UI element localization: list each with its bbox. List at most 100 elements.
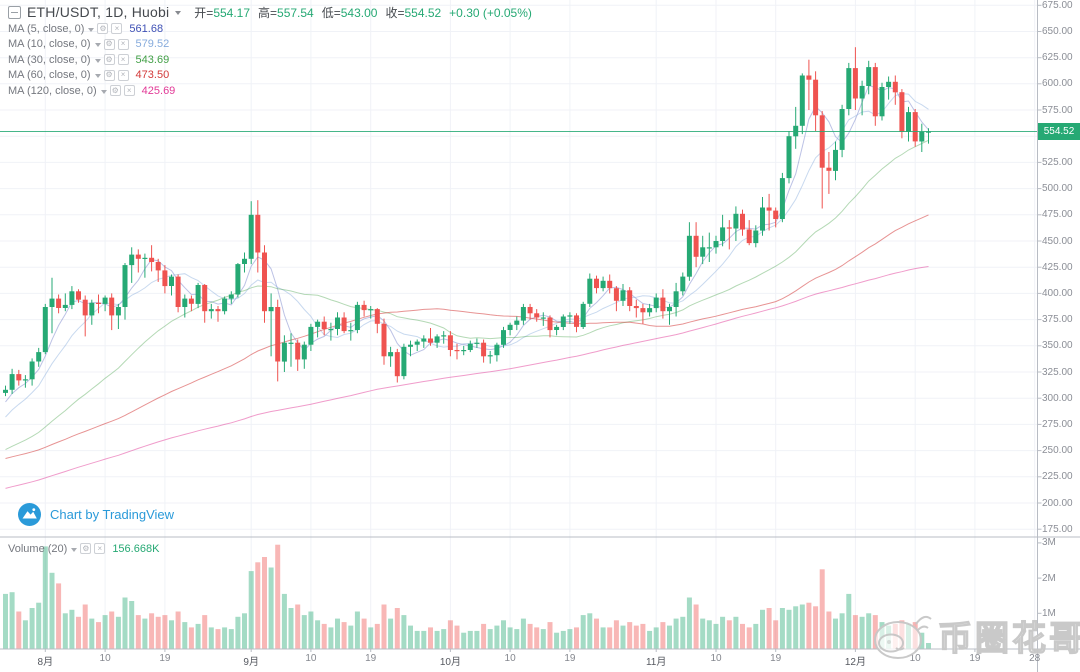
low-label: 低= (321, 5, 341, 20)
remove-close-icon[interactable]: × (117, 38, 129, 50)
remove-close-icon[interactable]: × (117, 54, 129, 66)
settings-gear-icon[interactable]: ⚙ (80, 543, 92, 555)
price-axis[interactable]: 675.00650.00625.00600.00575.00550.00525.… (1038, 0, 1080, 649)
legend: ETH/USDT, 1D, Huobi 开=554.17 高=557.54 低=54… (8, 3, 532, 99)
volume-indicator-row: Volume (20) ⚙ × 156.668K (8, 541, 159, 557)
chevron-down-icon[interactable] (94, 74, 101, 79)
remove-close-icon[interactable]: × (117, 69, 129, 81)
ma-label[interactable]: MA (60, close, 0) (8, 69, 91, 82)
open-label: 开= (194, 5, 214, 20)
chevron-down-icon[interactable] (94, 43, 101, 48)
ma-row: MA (5, close, 0) ⚙ × 561.68 (8, 21, 532, 37)
time-day-label: 10 (504, 653, 516, 664)
time-day-label: 10 (99, 653, 111, 664)
price-tick-label: 450.00 (1042, 235, 1073, 247)
remove-close-icon[interactable]: × (111, 23, 123, 35)
ma-label[interactable]: MA (10, close, 0) (8, 38, 91, 51)
collapse-panel-icon[interactable] (8, 5, 21, 19)
price-tick-label: 175.00 (1042, 523, 1073, 535)
ohlc-readout: 开=554.17 高=557.54 低=543.00 收=554.52 +0.30 (+… (192, 4, 532, 21)
price-tick-label: 575.00 (1042, 104, 1073, 116)
time-month-label: 9月 (243, 657, 259, 668)
time-day-label: 19 (770, 653, 782, 664)
ma-value: 425.69 (141, 84, 176, 97)
ma-value: 543.69 (135, 53, 170, 66)
remove-close-icon[interactable]: × (123, 85, 135, 97)
last-price-tag: 554.52 (1038, 123, 1080, 140)
volume-tick-label: 3M (1042, 537, 1056, 549)
price-tick-label: 400.00 (1042, 287, 1073, 299)
time-day-label: 10 (305, 653, 317, 664)
high-value: 557.54 (277, 5, 314, 20)
time-axis[interactable]: 8月 10 19 9月 10 19 10月 10 19 11月 10 19 12月 10 19 28 (0, 649, 1080, 672)
high-label: 高= (258, 5, 278, 20)
volume-tick-label: 1M (1042, 607, 1056, 619)
time-month-label: 10月 (439, 657, 461, 668)
price-tick-label: 325.00 (1042, 366, 1073, 378)
remove-close-icon[interactable]: × (94, 543, 106, 555)
low-value: 543.00 (340, 5, 378, 20)
volume-tick-label: 2M (1042, 572, 1056, 584)
ma-value: 561.68 (129, 22, 164, 35)
time-day-label: 19 (564, 653, 576, 664)
settings-gear-icon[interactable]: ⚙ (97, 23, 109, 35)
time-day-label: 19 (365, 653, 377, 664)
time-day-label: 10 (710, 653, 722, 664)
time-day-label: 10 (909, 653, 921, 664)
price-tick-label: 425.00 (1042, 261, 1073, 273)
ma-row: MA (120, close, 0) ⚙ × 425.69 (8, 83, 532, 99)
time-month-label: 11月 (645, 657, 667, 668)
chevron-down-icon[interactable] (71, 547, 78, 552)
time-month-label: 12月 (844, 657, 866, 668)
price-tick-label: 475.00 (1042, 209, 1073, 221)
price-tick-label: 675.00 (1042, 0, 1073, 11)
price-tick-label: 275.00 (1042, 418, 1073, 430)
price-tick-label: 375.00 (1042, 314, 1073, 326)
tradingview-logo-icon[interactable] (18, 503, 41, 526)
price-tick-label: 650.00 (1042, 26, 1073, 37)
volume-value: 156.668K (112, 542, 160, 555)
ma-row: MA (30, close, 0) ⚙ × 543.69 (8, 52, 532, 68)
open-value: 554.17 (213, 5, 251, 20)
time-day-label: 19 (969, 653, 981, 664)
price-tick-label: 225.00 (1042, 471, 1073, 483)
price-tick-label: 525.00 (1042, 156, 1073, 168)
time-day-label: 28 (1029, 653, 1041, 664)
settings-gear-icon[interactable]: ⚙ (103, 69, 115, 81)
chevron-down-icon[interactable] (100, 89, 107, 94)
chevron-down-icon[interactable] (94, 58, 101, 63)
change-value: +0.30 (+0.05%) (449, 5, 532, 20)
time-month-label: 8月 (37, 657, 54, 668)
attribution-link[interactable]: Chart by TradingView (50, 507, 175, 522)
symbol-row: ETH/USDT, 1D, Huobi 开=554.17 高=557.54 低=54… (8, 3, 532, 21)
symbol-title[interactable]: ETH/USDT, 1D, Huobi (27, 4, 170, 20)
ma-row: MA (10, close, 0) ⚙ × 579.52 (8, 37, 532, 53)
ma-value: 579.52 (135, 38, 170, 51)
price-tick-label: 600.00 (1042, 78, 1073, 90)
chevron-down-icon[interactable] (175, 11, 182, 15)
price-tick-label: 500.00 (1042, 183, 1073, 195)
volume-label[interactable]: Volume (20) (8, 542, 68, 555)
close-label: 收= (385, 5, 405, 20)
ma-value: 473.50 (135, 69, 170, 82)
ma-label[interactable]: MA (5, close, 0) (8, 22, 85, 35)
volume-row: Volume (20) ⚙ × 156.668K (8, 541, 159, 557)
price-tick-label: 350.00 (1042, 340, 1073, 352)
time-day-label: 19 (159, 653, 171, 664)
ma-row: MA (60, close, 0) ⚙ × 473.50 (8, 68, 532, 84)
settings-gear-icon[interactable]: ⚙ (109, 85, 121, 97)
price-tick-label: 250.00 (1042, 445, 1073, 457)
ma-label[interactable]: MA (120, close, 0) (8, 84, 97, 97)
tradingview-attribution: Chart by TradingView (18, 503, 174, 526)
price-tick-label: 300.00 (1042, 392, 1073, 404)
settings-gear-icon[interactable]: ⚙ (103, 54, 115, 66)
ma-label[interactable]: MA (30, close, 0) (8, 53, 91, 66)
ma-indicator-rows: MA (5, close, 0) ⚙ × 561.68 MA (10, close, 0… (8, 21, 532, 99)
price-tick-label: 200.00 (1042, 497, 1073, 509)
close-value: 554.52 (404, 5, 442, 20)
chevron-down-icon[interactable] (88, 27, 95, 32)
settings-gear-icon[interactable]: ⚙ (103, 38, 115, 50)
